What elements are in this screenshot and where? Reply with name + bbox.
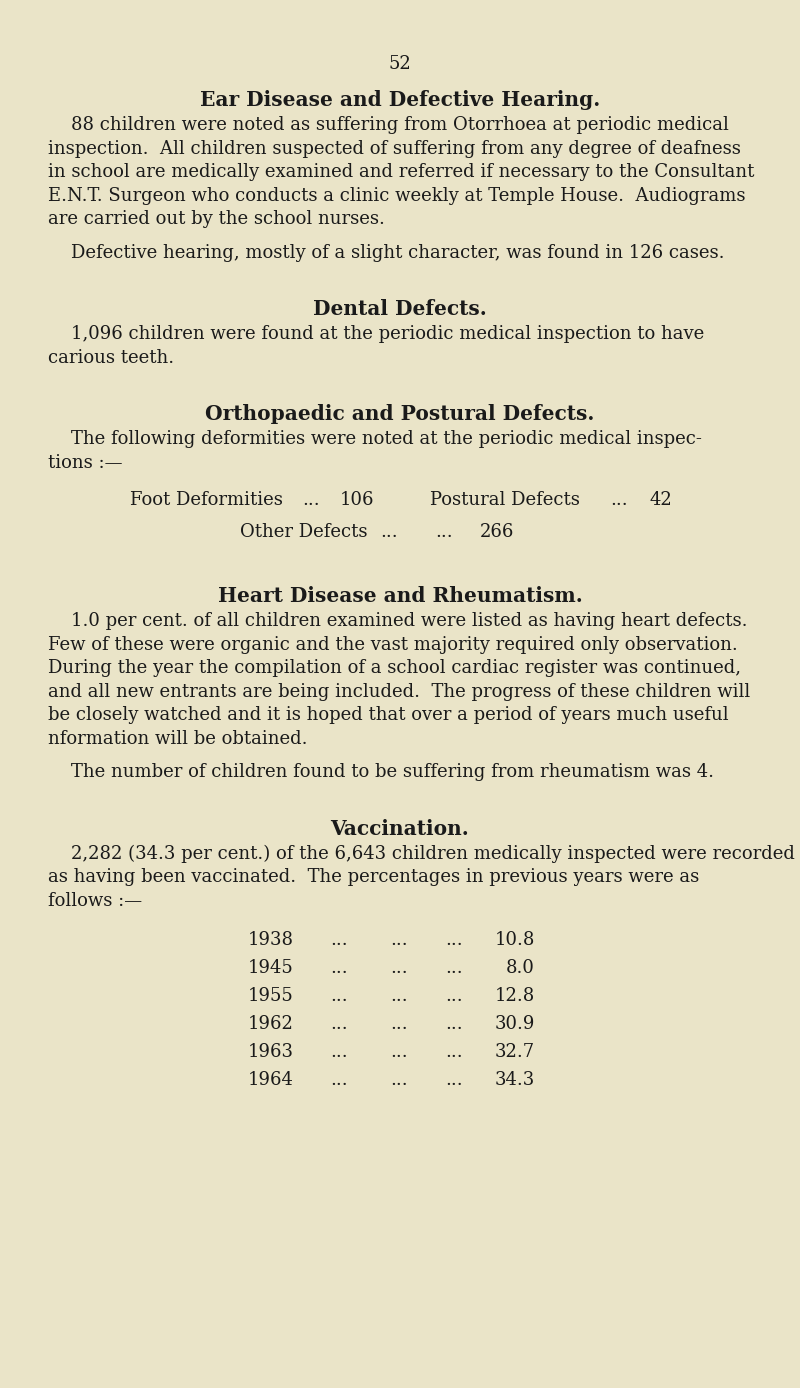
Text: ...: ... [435, 522, 453, 540]
Text: ...: ... [330, 959, 348, 977]
Text: follows :—: follows :— [48, 891, 142, 909]
Text: ...: ... [330, 1015, 348, 1033]
Text: and all new entrants are being included.  The progress of these children will: and all new entrants are being included.… [48, 683, 750, 701]
Text: in school are medically examined and referred if necessary to the Consultant: in school are medically examined and ref… [48, 162, 754, 180]
Text: ...: ... [445, 931, 462, 949]
Text: 10.8: 10.8 [494, 931, 535, 949]
Text: ...: ... [380, 522, 398, 540]
Text: Other Defects: Other Defects [240, 522, 367, 540]
Text: 2,282 (34.3 per cent.) of the 6,643 children medically inspected were recorded: 2,282 (34.3 per cent.) of the 6,643 chil… [48, 844, 795, 863]
Text: 1938: 1938 [248, 931, 294, 949]
Text: ...: ... [445, 1015, 462, 1033]
Text: ...: ... [445, 1042, 462, 1060]
Text: as having been vaccinated.  The percentages in previous years were as: as having been vaccinated. The percentag… [48, 868, 699, 886]
Text: 8.0: 8.0 [506, 959, 535, 977]
Text: ...: ... [330, 987, 348, 1005]
Text: 1955: 1955 [248, 987, 294, 1005]
Text: E.N.T. Surgeon who conducts a clinic weekly at Temple House.  Audiograms: E.N.T. Surgeon who conducts a clinic wee… [48, 186, 746, 204]
Text: Postural Defects: Postural Defects [430, 491, 580, 509]
Text: 1,096 children were found at the periodic medical inspection to have: 1,096 children were found at the periodi… [48, 325, 704, 343]
Text: 32.7: 32.7 [495, 1042, 535, 1060]
Text: tions :—: tions :— [48, 454, 122, 472]
Text: 88 children were noted as suffering from Otorrhoea at periodic medical: 88 children were noted as suffering from… [48, 117, 729, 135]
Text: 12.8: 12.8 [494, 987, 535, 1005]
Text: ...: ... [390, 959, 408, 977]
Text: ...: ... [330, 1042, 348, 1060]
Text: Few of these were organic and the vast majority required only observation.: Few of these were organic and the vast m… [48, 636, 738, 654]
Text: are carried out by the school nurses.: are carried out by the school nurses. [48, 210, 385, 228]
Text: ...: ... [445, 1072, 462, 1090]
Text: Vaccination.: Vaccination. [330, 819, 470, 838]
Text: 1964: 1964 [248, 1072, 294, 1090]
Text: Defective hearing, mostly of a slight character, was found in 126 cases.: Defective hearing, mostly of a slight ch… [48, 243, 725, 261]
Text: 1963: 1963 [248, 1042, 294, 1060]
Text: 1.0 per cent. of all children examined were listed as having heart defects.: 1.0 per cent. of all children examined w… [48, 612, 747, 630]
Text: 52: 52 [389, 56, 411, 74]
Text: ...: ... [390, 987, 408, 1005]
Text: Foot Deformities: Foot Deformities [130, 491, 283, 509]
Text: carious teeth.: carious teeth. [48, 348, 174, 366]
Text: 34.3: 34.3 [494, 1072, 535, 1090]
Text: The following deformities were noted at the periodic medical inspec-: The following deformities were noted at … [48, 430, 702, 448]
Text: ...: ... [390, 931, 408, 949]
Text: 30.9: 30.9 [494, 1015, 535, 1033]
Text: ...: ... [330, 1072, 348, 1090]
Text: inspection.  All children suspected of suffering from any degree of deafness: inspection. All children suspected of su… [48, 140, 741, 157]
Text: ...: ... [445, 959, 462, 977]
Text: ...: ... [610, 491, 628, 509]
Text: ...: ... [390, 1042, 408, 1060]
Text: Ear Disease and Defective Hearing.: Ear Disease and Defective Hearing. [200, 90, 600, 110]
Text: ...: ... [302, 491, 320, 509]
Text: ...: ... [330, 931, 348, 949]
Text: Orthopaedic and Postural Defects.: Orthopaedic and Postural Defects. [206, 404, 594, 423]
Text: 42: 42 [650, 491, 673, 509]
Text: 1945: 1945 [248, 959, 294, 977]
Text: Heart Disease and Rheumatism.: Heart Disease and Rheumatism. [218, 586, 582, 607]
Text: ...: ... [390, 1015, 408, 1033]
Text: The number of children found to be suffering from rheumatism was 4.: The number of children found to be suffe… [48, 763, 714, 781]
Text: ...: ... [445, 987, 462, 1005]
Text: 1962: 1962 [248, 1015, 294, 1033]
Text: nformation will be obtained.: nformation will be obtained. [48, 730, 307, 748]
Text: ...: ... [390, 1072, 408, 1090]
Text: During the year the compilation of a school cardiac register was continued,: During the year the compilation of a sch… [48, 659, 741, 677]
Text: 266: 266 [480, 522, 514, 540]
Text: 106: 106 [340, 491, 374, 509]
Text: be closely watched and it is hoped that over a period of years much useful: be closely watched and it is hoped that … [48, 706, 729, 725]
Text: Dental Defects.: Dental Defects. [313, 298, 487, 319]
